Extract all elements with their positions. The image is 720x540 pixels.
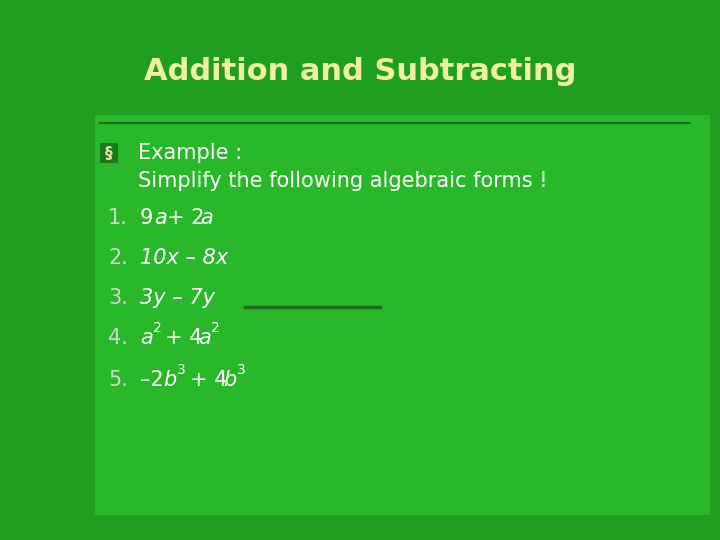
Text: a: a — [140, 328, 153, 348]
Text: 3y – 7y: 3y – 7y — [140, 288, 215, 308]
Text: 1.: 1. — [108, 208, 128, 228]
Bar — [100, 143, 118, 163]
Text: –2: –2 — [140, 370, 163, 390]
Text: + 4: + 4 — [190, 370, 228, 390]
Text: b: b — [223, 370, 236, 390]
Text: 2.: 2. — [108, 248, 128, 268]
Text: 9: 9 — [140, 208, 153, 228]
Text: §: § — [105, 145, 113, 160]
Text: a: a — [200, 208, 212, 228]
Text: + 2: + 2 — [167, 208, 204, 228]
Text: 3: 3 — [177, 363, 186, 377]
Text: 3: 3 — [237, 363, 246, 377]
Text: a: a — [198, 328, 211, 348]
Text: b: b — [163, 370, 176, 390]
Text: Simplify the following algebraic forms !: Simplify the following algebraic forms ! — [138, 171, 548, 191]
Bar — [95, 115, 710, 515]
Text: Example :: Example : — [138, 143, 242, 163]
Text: 5.: 5. — [108, 370, 128, 390]
Text: 4.: 4. — [108, 328, 128, 348]
Text: Addition and Subtracting: Addition and Subtracting — [144, 57, 576, 86]
Text: a: a — [154, 208, 167, 228]
Text: 10x – 8x: 10x – 8x — [140, 248, 228, 268]
Text: 3.: 3. — [108, 288, 128, 308]
Text: 2: 2 — [153, 321, 162, 335]
Text: + 4: + 4 — [165, 328, 202, 348]
Text: 2: 2 — [211, 321, 220, 335]
